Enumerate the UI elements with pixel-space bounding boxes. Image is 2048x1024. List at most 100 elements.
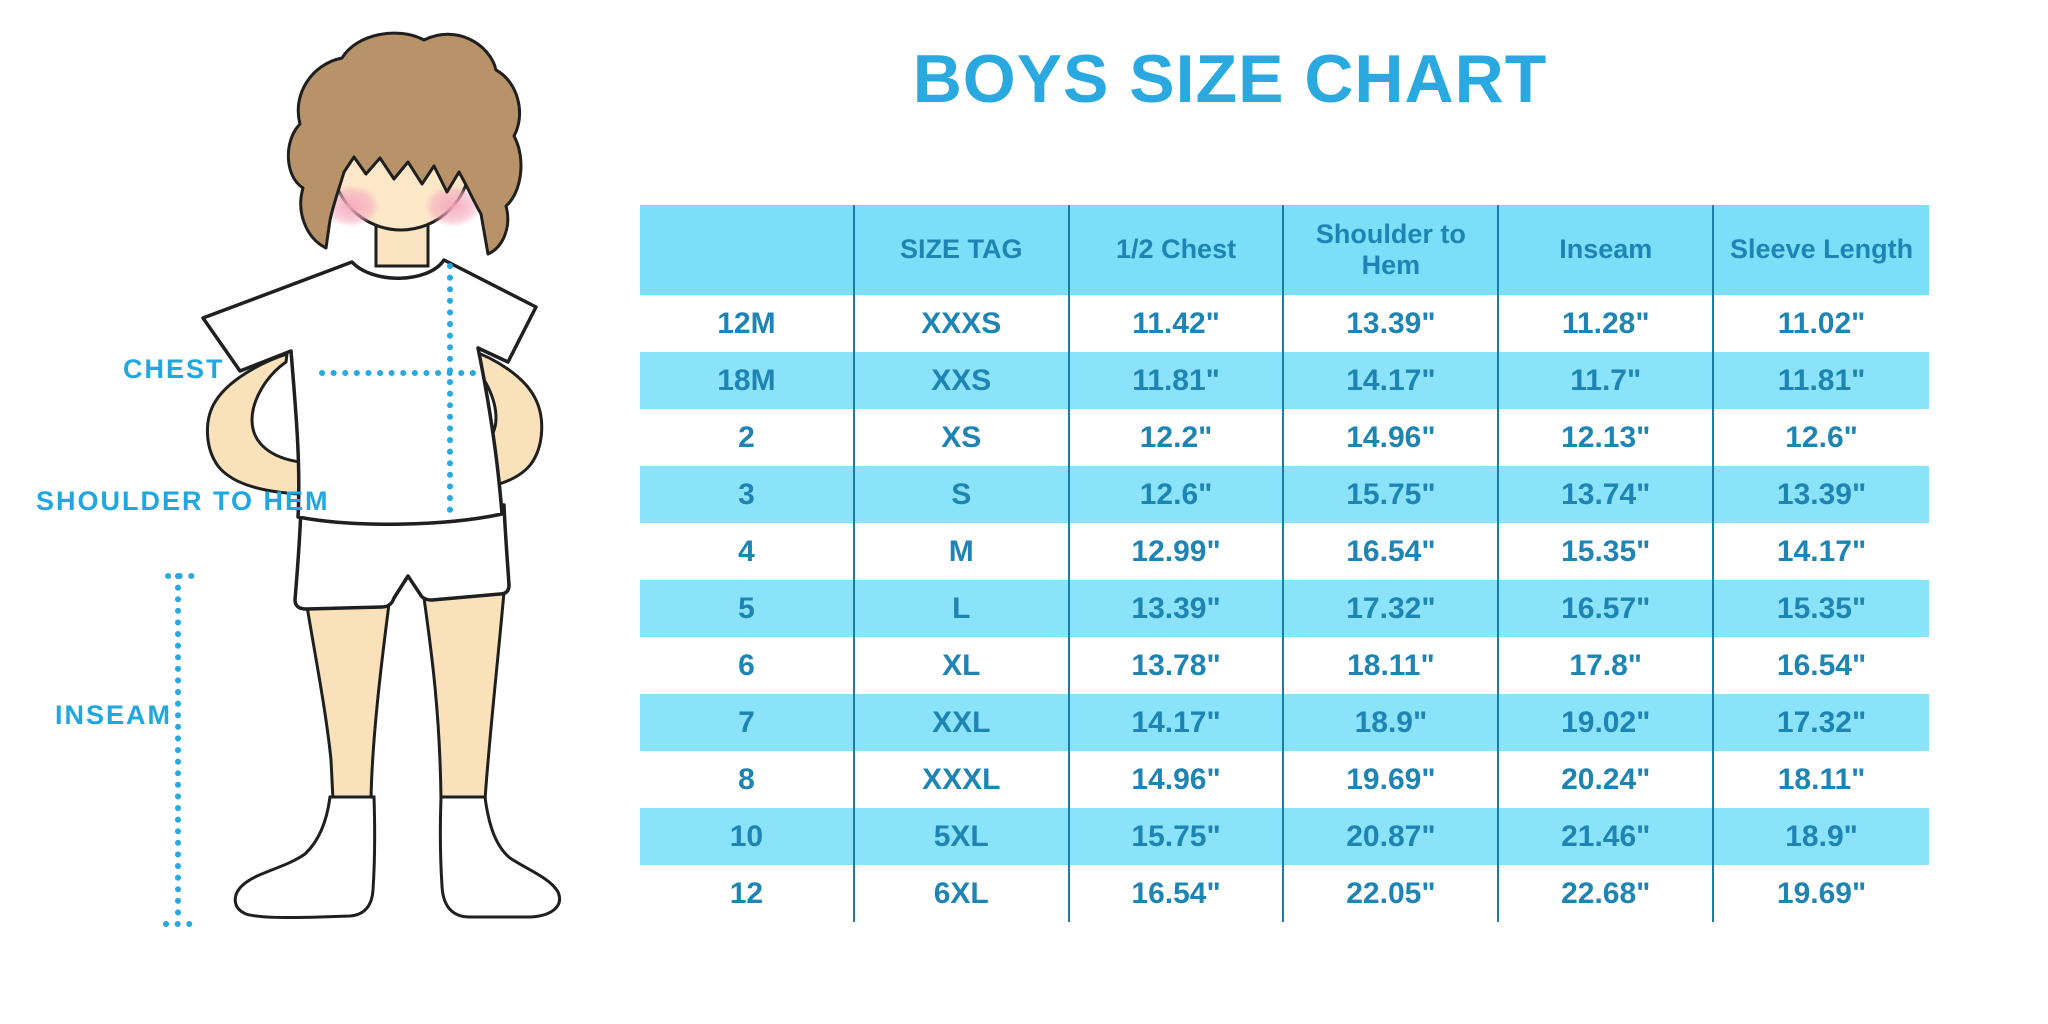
cell-size-tag: XL [855, 637, 1070, 694]
cell-inseam: 11.7" [1499, 352, 1715, 409]
table-row: 3 S 12.6" 15.75" 13.74" 13.39" [640, 466, 1929, 523]
size-table: SIZE TAG 1/2 Chest Shoulder to Hem Insea… [640, 205, 1929, 922]
table-row: 7 XXL 14.17" 18.9" 19.02" 17.32" [640, 694, 1929, 751]
boy-left-arm [205, 352, 302, 496]
cell-sleeve-length: 18.9" [1785, 819, 1858, 853]
boy-right-sock [438, 795, 561, 919]
header-cell-shoulder-to-hem: Shoulder to Hem [1284, 205, 1500, 295]
cell-shoulder-to-hem: 17.32" [1284, 580, 1500, 637]
table-row: 6 XL 13.78" 18.11" 17.8" 16.54" [640, 637, 1929, 694]
header-cell-inseam: Inseam [1499, 205, 1715, 295]
cell-size: 18M [640, 352, 855, 409]
cell-size-tag: XXS [855, 352, 1070, 409]
inseam-label: INSEAM [55, 700, 173, 730]
cell-size-tag: XXXL [855, 751, 1070, 808]
header-cell-half-chest: 1/2 Chest [1070, 205, 1285, 295]
cell-shoulder-to-hem: 15.75" [1284, 466, 1500, 523]
cell-size: 4 [640, 523, 855, 580]
cell-size-tag: M [855, 523, 1070, 580]
cell-half-chest: 13.78" [1070, 637, 1285, 694]
cell-sleeve-length: 19.69" [1776, 876, 1867, 910]
cell-shoulder-to-hem: 14.96" [1284, 409, 1500, 466]
cell-shoulder-to-hem: 14.17" [1284, 352, 1500, 409]
cell-shoulder-to-hem: 22.05" [1284, 865, 1500, 922]
cell-size-tag: XXXS [855, 295, 1070, 352]
header-cell-size [640, 205, 855, 295]
page-title: BOYS SIZE CHART [912, 41, 1548, 117]
cell-size: 12 [640, 865, 855, 922]
table-row: 4 M 12.99" 16.54" 15.35" 14.17" [640, 523, 1929, 580]
cell-size: 2 [640, 409, 855, 466]
table-row: 10 5XL 15.75" 20.87" 21.46" 18.9" [640, 808, 1929, 865]
cell-half-chest: 13.39" [1070, 580, 1285, 637]
cell-size: 7 [640, 694, 855, 751]
cell-inseam: 12.13" [1499, 409, 1715, 466]
boy-hair [286, 31, 523, 256]
cell-size-tag: 5XL [855, 808, 1070, 865]
header-cell-sleeve-length: Sleeve Length [1730, 234, 1914, 265]
table-row: 12M XXXS 11.42" 13.39" 11.28" 11.02" [640, 295, 1929, 352]
cell-size: 3 [640, 466, 855, 523]
cell-shoulder-to-hem: 13.39" [1284, 295, 1500, 352]
cell-sleeve-length: 11.02" [1777, 306, 1866, 340]
table-row: 12 6XL 16.54" 22.05" 22.68" 19.69" [640, 865, 1929, 922]
cell-half-chest: 12.6" [1070, 466, 1285, 523]
cell-size: 6 [640, 637, 855, 694]
table-header-row: SIZE TAG 1/2 Chest Shoulder to Hem Insea… [640, 205, 1929, 295]
table-row: 18M XXS 11.81" 14.17" 11.7" 11.81" [640, 352, 1929, 409]
cell-shoulder-to-hem: 19.69" [1284, 751, 1500, 808]
cell-inseam: 20.24" [1499, 751, 1715, 808]
cell-inseam: 16.57" [1499, 580, 1715, 637]
cell-size: 10 [640, 808, 855, 865]
cell-half-chest: 16.54" [1070, 865, 1285, 922]
shoulder-to-hem-label: SHOULDER TO HEM [36, 486, 330, 516]
cell-shoulder-to-hem: 16.54" [1284, 523, 1500, 580]
cell-inseam: 11.28" [1499, 295, 1715, 352]
cell-shoulder-to-hem: 18.9" [1284, 694, 1500, 751]
cell-sleeve-length: 17.32" [1776, 705, 1867, 739]
cell-size-tag: XXL [855, 694, 1070, 751]
cell-inseam: 19.02" [1499, 694, 1715, 751]
cell-inseam: 13.74" [1499, 466, 1715, 523]
cell-size-tag: XS [855, 409, 1070, 466]
cell-sleeve-length: 13.39" [1776, 477, 1867, 511]
cell-size: 5 [640, 580, 855, 637]
cell-sleeve-length: 11.81" [1777, 363, 1866, 397]
cell-half-chest: 14.17" [1070, 694, 1285, 751]
cell-size-tag: 6XL [855, 865, 1070, 922]
cell-sleeve-length: 12.6" [1785, 420, 1858, 454]
cell-inseam: 15.35" [1499, 523, 1715, 580]
table-row: 5 L 13.39" 17.32" 16.57" 15.35" [640, 580, 1929, 637]
cell-inseam: 17.8" [1499, 637, 1715, 694]
cell-inseam: 21.46" [1499, 808, 1715, 865]
cell-half-chest: 12.99" [1070, 523, 1285, 580]
table-row: 2 XS 12.2" 14.96" 12.13" 12.6" [640, 409, 1929, 466]
chest-label: CHEST [123, 354, 225, 384]
boy-tshirt [201, 258, 538, 526]
cell-half-chest: 11.42" [1070, 295, 1285, 352]
cell-inseam: 22.68" [1499, 865, 1715, 922]
cell-sleeve-length: 14.17" [1776, 534, 1867, 568]
header-cell-size-tag: SIZE TAG [855, 205, 1070, 295]
cell-size: 12M [640, 295, 855, 352]
boy-shorts [293, 503, 511, 611]
table-row: 8 XXXL 14.96" 19.69" 20.24" 18.11" [640, 751, 1929, 808]
cell-shoulder-to-hem: 20.87" [1284, 808, 1500, 865]
cell-half-chest: 11.81" [1070, 352, 1285, 409]
cell-half-chest: 14.96" [1070, 751, 1285, 808]
cell-size-tag: S [855, 466, 1070, 523]
cell-shoulder-to-hem: 18.11" [1284, 637, 1500, 694]
boy-right-leg [422, 590, 506, 802]
cell-size: 8 [640, 751, 855, 808]
boy-right-cheek-blush [424, 185, 482, 227]
boy-left-sock [233, 795, 377, 920]
cell-sleeve-length: 16.54" [1776, 648, 1867, 682]
boy-left-leg [304, 598, 391, 802]
cell-half-chest: 15.75" [1070, 808, 1285, 865]
cell-half-chest: 12.2" [1070, 409, 1285, 466]
cell-size-tag: L [855, 580, 1070, 637]
cell-sleeve-length: 18.11" [1777, 762, 1866, 796]
boy-measurement-illustration [163, 31, 561, 927]
cell-sleeve-length: 15.35" [1776, 591, 1867, 625]
